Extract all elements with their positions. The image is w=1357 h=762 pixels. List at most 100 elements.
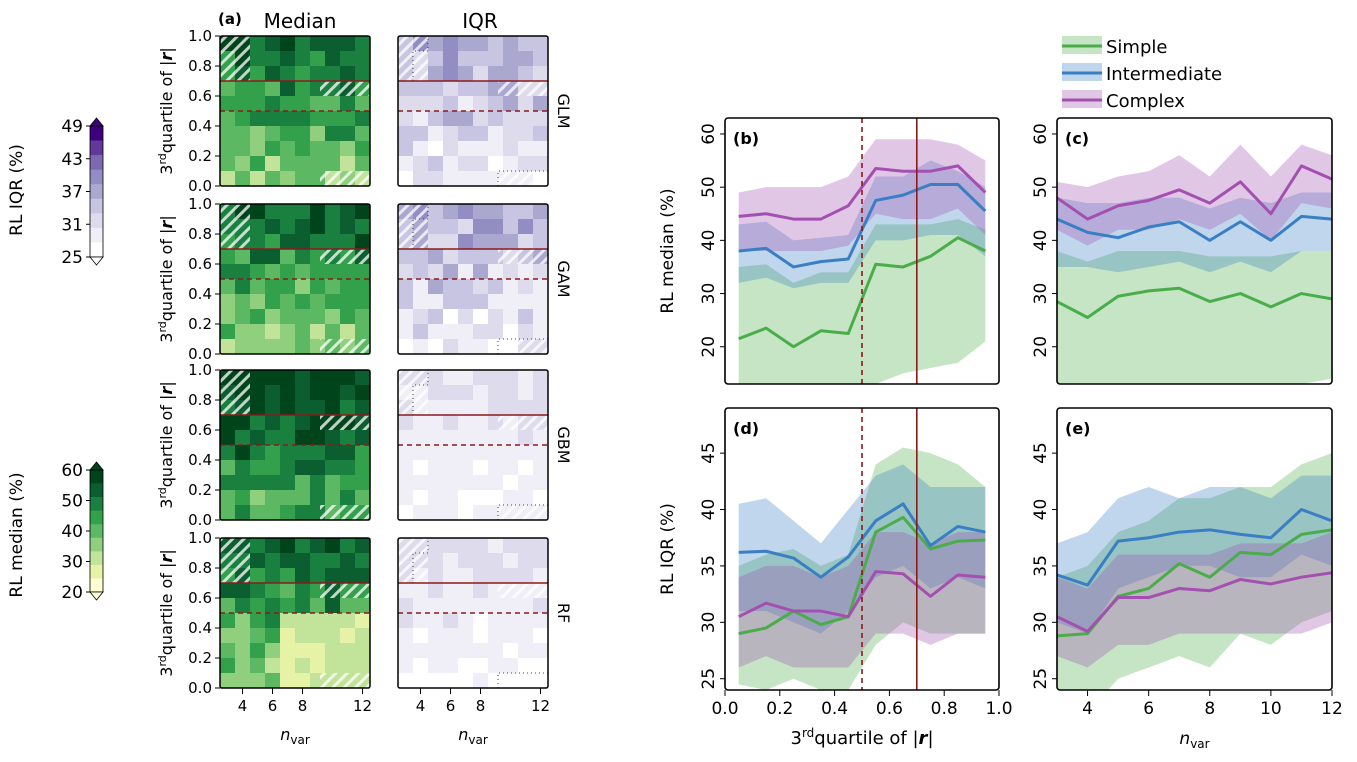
- heatmap-cell: [265, 279, 281, 295]
- heatmap-cell: [458, 658, 474, 674]
- colorbar-segment: [90, 242, 103, 258]
- y-tick-label: 40: [699, 499, 719, 521]
- heatmap-cell: [355, 66, 371, 82]
- heatmap-cell: [265, 460, 281, 476]
- heatmap-cell: [518, 111, 534, 127]
- heatmap-cell: [443, 249, 459, 265]
- hatch-top-left: [220, 370, 250, 415]
- heatmap-cell: [220, 294, 236, 310]
- heatmap-cell: [250, 66, 266, 82]
- dotted-border: [497, 504, 548, 520]
- heatmap-cell: [310, 204, 326, 220]
- heatmap-cell: [458, 430, 474, 446]
- heatmap-cell: [250, 538, 266, 554]
- colorbar-top-arrow: [89, 117, 104, 127]
- heatmap-frame: [397, 537, 549, 689]
- heatmap-cell: [250, 643, 266, 659]
- heatmap-cell: [518, 51, 534, 67]
- heatmap-cell: [518, 294, 534, 310]
- heatmap-cell: [428, 204, 444, 220]
- heatmap-cell: [325, 96, 341, 112]
- heatmap-cell: [325, 538, 341, 554]
- heatmap-cell: [518, 324, 534, 340]
- heatmap-cell: [413, 249, 429, 265]
- colorbar-segment: [90, 564, 103, 579]
- heatmap-cell: [265, 36, 281, 52]
- heatmap-cell: [310, 490, 326, 506]
- hatch-bottom-right: [498, 171, 548, 186]
- heatmap-cell: [473, 415, 489, 431]
- heatmap-cell: [295, 279, 311, 295]
- heatmap-cell: [533, 553, 549, 569]
- heatmap-cell: [310, 658, 326, 674]
- heatmap-cell: [428, 96, 444, 112]
- heatmap-cell: [443, 400, 459, 416]
- heatmap-cell: [295, 613, 311, 629]
- heatmap-cell: [428, 445, 444, 461]
- model-label-rf: RF: [554, 603, 573, 623]
- heatmap-cell: [310, 294, 326, 310]
- hatch-top-left: [220, 538, 250, 583]
- heatmap-cell: [443, 156, 459, 172]
- colorbar-top-arrow: [89, 461, 104, 471]
- heatmap-cell: [518, 613, 534, 629]
- heatmap-cell: [340, 568, 356, 584]
- heatmap-cell: [398, 249, 414, 265]
- heatmap-cell: [443, 538, 459, 554]
- x-tick-label: 4: [1082, 699, 1093, 719]
- heatmap-cell: [295, 475, 311, 491]
- heatmap-cell: [443, 279, 459, 295]
- heatmap-cell: [458, 583, 474, 599]
- heatmap-cell: [310, 538, 326, 554]
- heatmap-cell: [488, 219, 504, 235]
- heatmap-cell: [488, 264, 504, 280]
- heatmap-cell: [265, 643, 281, 659]
- heatmap-cell: [428, 643, 444, 659]
- heatmap-cell: [340, 294, 356, 310]
- heatmap-cell: [250, 309, 266, 325]
- heatmap-cell: [533, 385, 549, 401]
- heatmap-cell: [340, 51, 356, 67]
- heatmap-cell: [533, 613, 549, 629]
- heatmap-cell: [473, 249, 489, 265]
- heatmap-cell: [280, 51, 296, 67]
- panel-plot-area: [738, 139, 987, 384]
- heatmap-cell: [503, 309, 519, 325]
- heatmap-cell: [488, 204, 504, 220]
- y-tick-label: 0.8: [188, 559, 212, 577]
- heatmap-cell: [355, 234, 371, 250]
- y-tick-label: 45: [699, 442, 719, 464]
- heatmap-cell: [533, 204, 549, 220]
- model-label-gam: GAM: [554, 260, 573, 297]
- heatmap-cell: [503, 385, 519, 401]
- heatmap-cell: [443, 445, 459, 461]
- heatmap-cell: [443, 171, 459, 187]
- heatmap-cell: [413, 430, 429, 446]
- heatmap-cell: [458, 628, 474, 644]
- hatch-mid-right: [498, 583, 548, 598]
- heatmap-cell: [220, 598, 236, 614]
- heatmap-cell: [428, 81, 444, 97]
- heatmap-cell: [413, 628, 429, 644]
- heatmap-cell: [413, 505, 429, 521]
- heatmap-frame: [219, 35, 371, 187]
- heatmap-cell: [250, 249, 266, 265]
- heatmap-cell: [413, 673, 429, 689]
- heatmap-cell: [413, 309, 429, 325]
- heatmap-cell: [398, 96, 414, 112]
- heatmap-cell: [458, 553, 474, 569]
- line-intermediate: [1057, 214, 1332, 242]
- heatmap-cell: [265, 385, 281, 401]
- y-tick-label: 0.8: [188, 391, 212, 409]
- heatmap-cell: [503, 628, 519, 644]
- heatmap-cell: [473, 309, 489, 325]
- heatmap-cell: [518, 309, 534, 325]
- heatmap-cell: [235, 96, 251, 112]
- heatmap-cell: [340, 385, 356, 401]
- x-axis-label: 3rdquartile of |r|: [790, 726, 933, 749]
- heatmap-cell: [428, 475, 444, 491]
- heatmap-cell: [310, 279, 326, 295]
- x-tick-label: 6: [446, 697, 456, 715]
- heatmap-cell: [398, 628, 414, 644]
